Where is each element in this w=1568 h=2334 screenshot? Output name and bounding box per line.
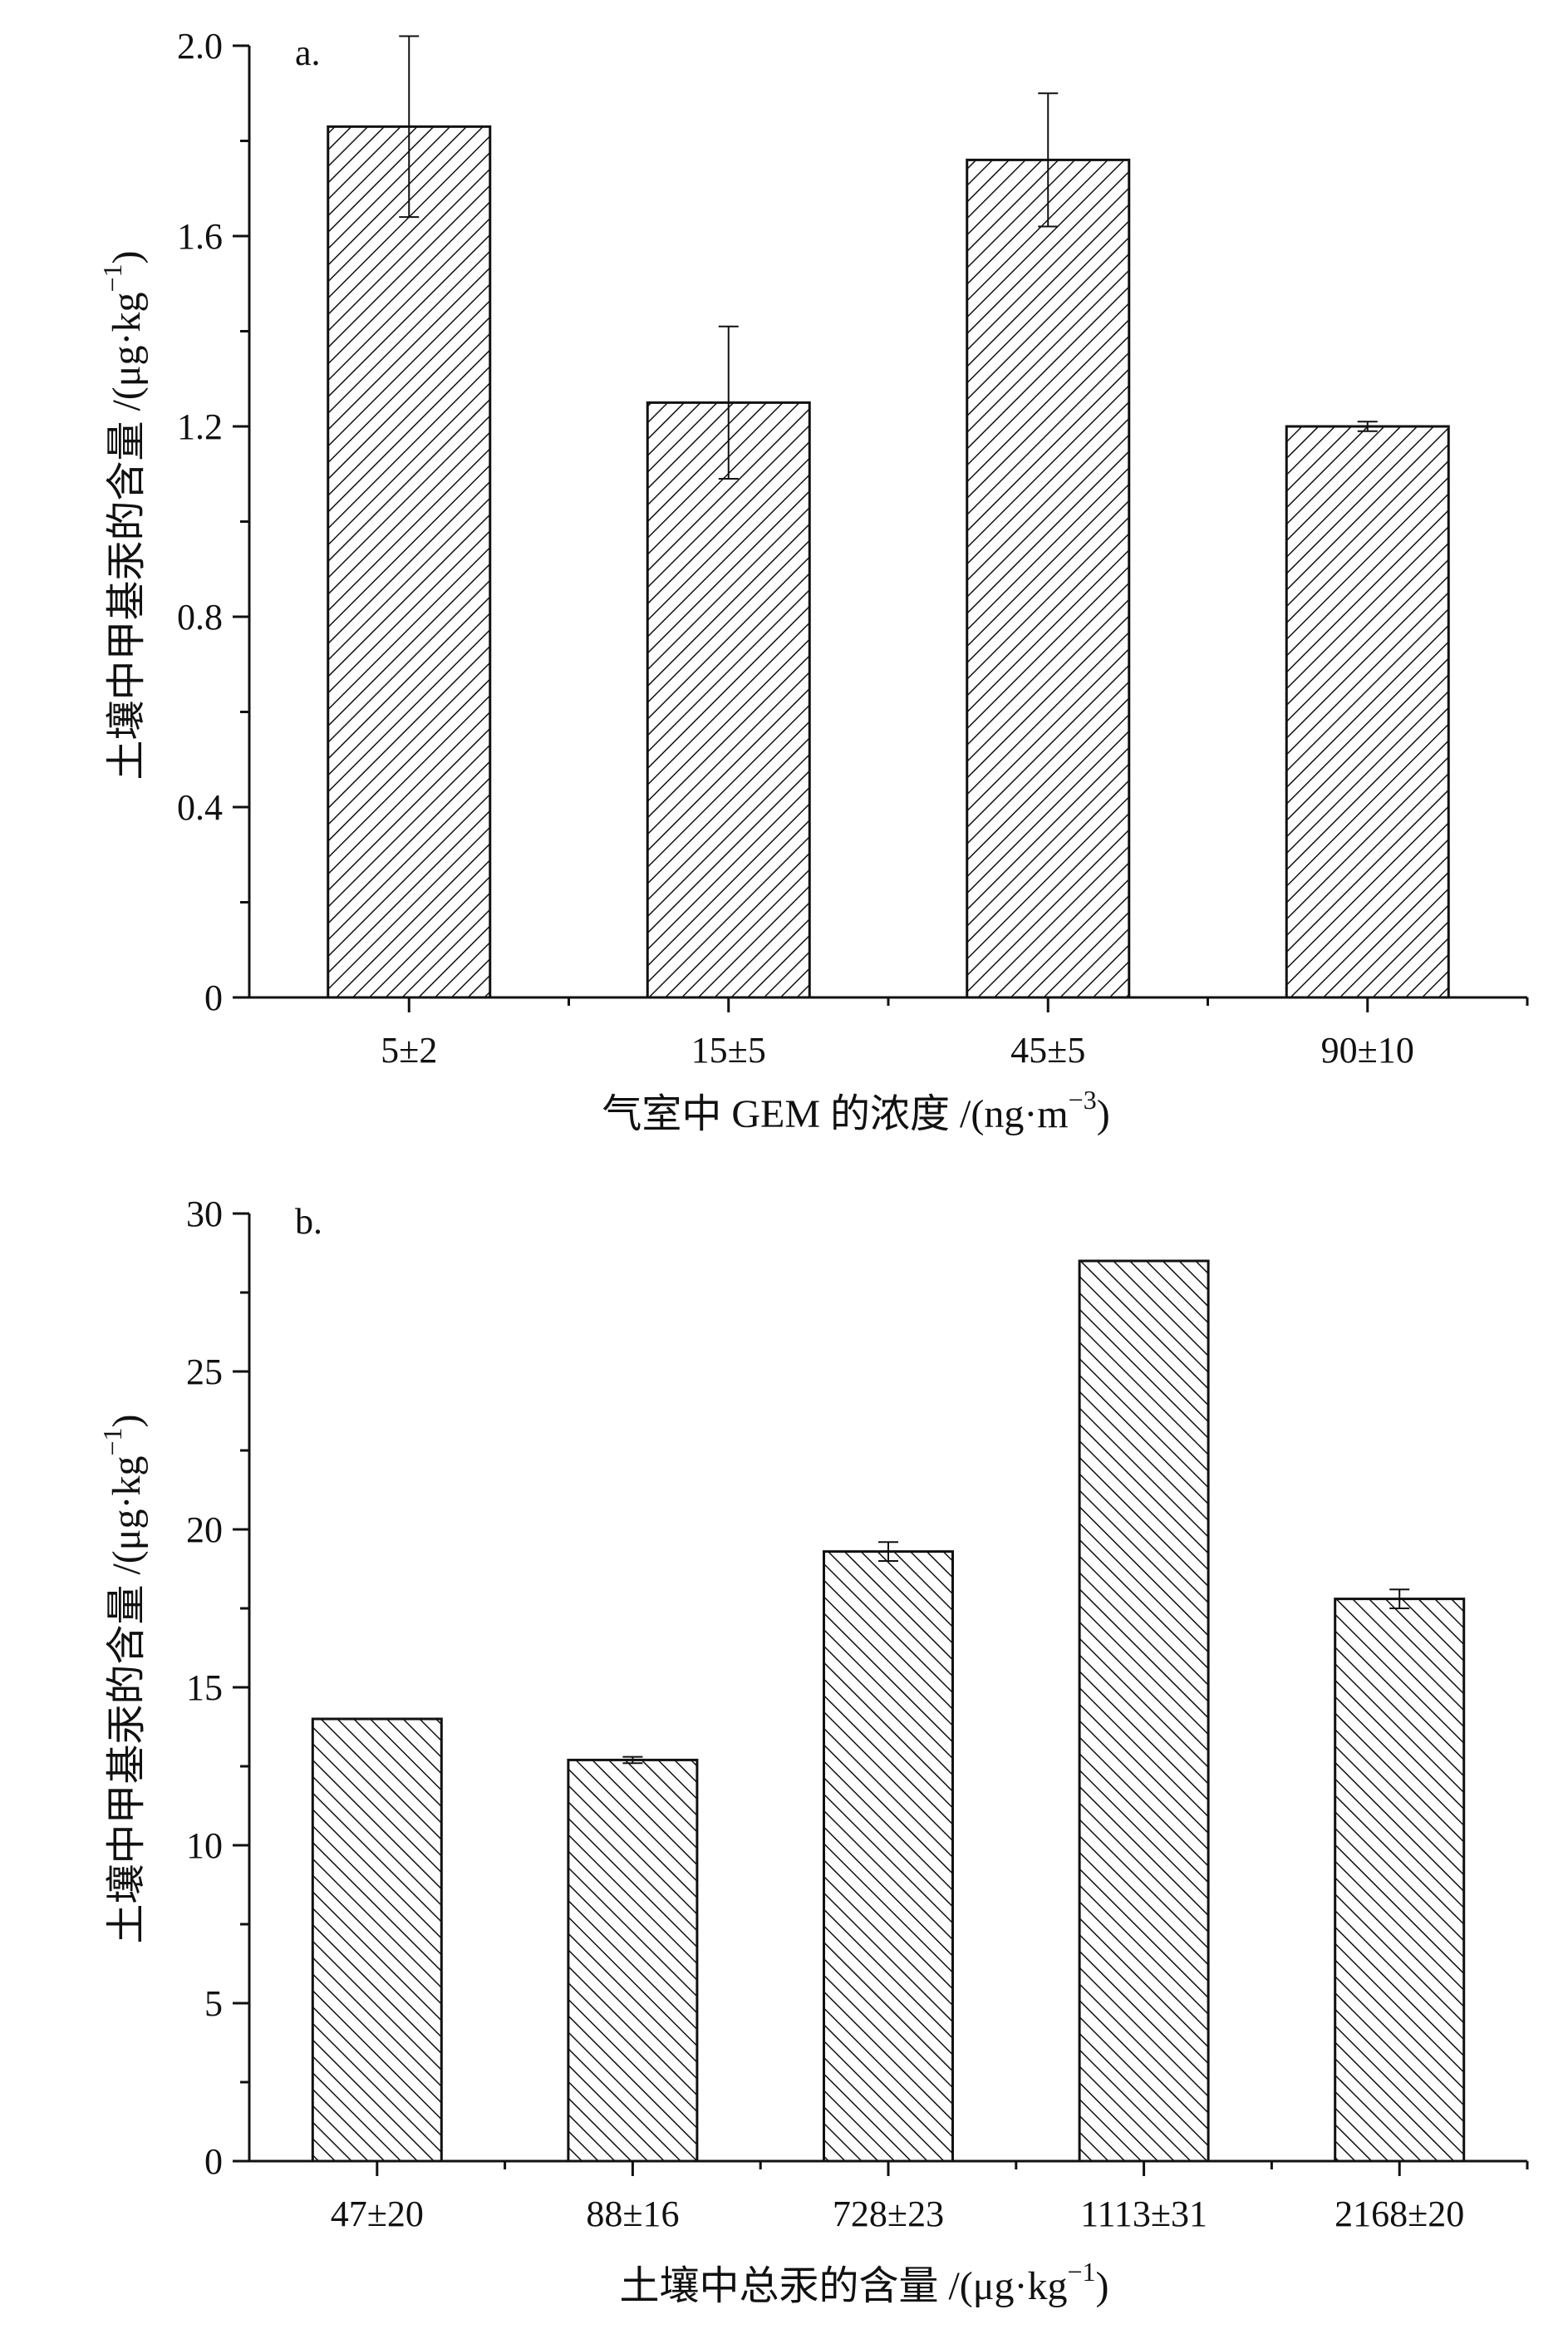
error-bar-a-4 [1357,421,1378,432]
y-tick-label-b-5: 20 [186,1509,223,1550]
x-tick-label-b-3: 728±23 [833,2194,944,2234]
y-tick-label-b-6: 25 [186,1352,223,1392]
bar-b-1 [311,1717,443,2163]
x-tick-label-b-2: 88±16 [586,2194,679,2234]
error-bars-a [399,35,1378,480]
y-tick-label-a-4: 1.2 [177,406,223,447]
y-tick-label-b-2: 5 [204,1983,223,2024]
x-tick-label-a-1: 5±2 [381,1030,437,1071]
error-bar-a-2 [718,325,739,480]
error-bar-b-5 [1389,1588,1410,1609]
bars-b [311,1259,1466,2163]
panel-label-b: b. [295,1201,322,1242]
x-tick-label-b-4: 1113±31 [1080,2194,1207,2234]
y-tick-label-a-5: 1.6 [177,216,223,257]
y-tick-label-a-2: 0.4 [177,787,223,828]
x-tick-label-b-1: 47±20 [331,2194,424,2234]
x-ticks-a: 5±2 15±5 45±5 90±10 [381,997,1529,1071]
bar-a-2 [646,401,811,999]
y-tick-label-b-7: 30 [186,1194,223,1234]
y-tick-label-a-3: 0.8 [177,597,223,638]
y-tick-label-b-4: 15 [186,1667,223,1708]
chart-panel-a: 0 0.4 0.8 1.2 1.6 2.0 5±2 15±5 45±5 90±10 a. 气室中… [97,26,1529,1136]
x-tick-label-a-2: 15±5 [691,1030,766,1071]
y-ticks-b: 0 5 10 15 20 25 30 [186,1194,249,2182]
y-tick-label-b-1: 0 [204,2141,223,2182]
y-tick-label-b-3: 10 [186,1825,223,1866]
error-bar-b-3 [878,1541,898,1562]
x-tick-label-b-5: 2168±20 [1335,2194,1464,2234]
bar-a-4 [1285,425,1450,999]
error-bars-b [622,1541,1410,1765]
error-bar-b-2 [622,1755,643,1765]
error-bar-a-3 [1038,92,1059,228]
y-axis-title-b: 土壤中甲基汞的含量 /(μg·kg−1) [97,1414,149,1943]
bar-b-5 [1334,1598,1466,2163]
y-axis-title-a: 土壤中甲基汞的含量 /(μg·kg−1) [97,250,149,780]
bar-b-4 [1078,1259,1210,2163]
bar-b-3 [823,1550,954,2163]
x-ticks-b: 47±20 88±16 728±23 1113±31 2168±20 [331,2161,1529,2234]
x-axis-title-a: 气室中 GEM 的浓度 /(ng·m−3) [602,1085,1109,1136]
bar-b-2 [567,1758,699,2163]
x-tick-label-a-3: 45±5 [1010,1030,1085,1071]
chart-panel-b: 0 5 10 15 20 25 30 47±20 88±16 728±23 1113±31 2168… [97,1194,1529,2308]
x-tick-label-a-4: 90±10 [1321,1030,1414,1071]
bar-a-1 [327,125,492,999]
x-axis-title-b: 土壤中总汞的含量 /(μg·kg−1) [619,2257,1108,2308]
error-bar-a-1 [399,35,420,219]
y-tick-label-a-6: 2.0 [177,26,223,66]
y-tick-label-a-1: 0 [204,977,223,1018]
bar-a-3 [966,158,1131,999]
y-ticks-a: 0 0.4 0.8 1.2 1.6 2.0 [177,26,249,1018]
bars-a [327,125,1450,999]
panel-label-a: a. [295,32,321,73]
